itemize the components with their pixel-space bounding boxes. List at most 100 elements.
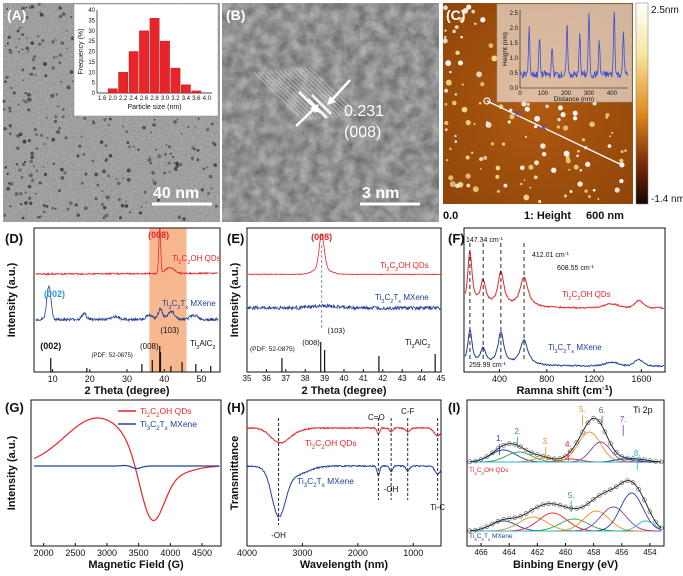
- tem-particle: [16, 133, 21, 138]
- g-x-tick-label: 2500: [65, 548, 85, 558]
- tem-particle: [82, 153, 86, 156]
- tem-particle: [145, 201, 148, 204]
- tem-particle: [8, 50, 13, 55]
- tem-particle: [28, 173, 33, 178]
- hist-y-tick-label: 10: [88, 70, 95, 76]
- tem-particle: [4, 45, 7, 47]
- afm-particle: [466, 183, 471, 188]
- f-peak-412: 412.01 cm-1: [532, 251, 569, 260]
- tem-particle: [187, 125, 190, 129]
- profile-y-tick-label: 2.5: [510, 11, 519, 17]
- afm-particle: [609, 135, 612, 138]
- tem-particle: [165, 144, 168, 146]
- g-x-tick-label: 3500: [129, 548, 149, 558]
- tem-particle: [119, 216, 123, 220]
- afm-particle: [444, 120, 449, 126]
- tem-particle: [60, 80, 63, 83]
- afm-particle: [563, 194, 568, 198]
- tem-particle: [58, 61, 62, 64]
- xps-data-mxene: [647, 509, 653, 515]
- afm-particle: [457, 60, 464, 66]
- xps-data-qds: [585, 420, 591, 426]
- afm-particle: [461, 83, 464, 86]
- afm-particle: [563, 150, 570, 157]
- e-x-tick-label: 41: [359, 374, 368, 383]
- tem-particle: [38, 42, 42, 46]
- afm-particle: [455, 50, 460, 56]
- profile-x-tick-label: 400: [607, 91, 618, 97]
- tem-particle: [120, 204, 125, 208]
- scale-bar-label-b: 3 nm: [362, 185, 399, 202]
- tem-particle: [27, 50, 30, 53]
- tem-particle: [78, 144, 82, 148]
- tem-particle: [7, 182, 11, 185]
- tem-particle: [107, 124, 110, 127]
- panel-e: 35 36 37 38 39 40 41 42 43 44 45 2 Theta (degree) In…: [227, 227, 446, 397]
- tem-particle: [27, 97, 31, 101]
- afm-particle: [587, 194, 591, 199]
- tem-particle: [29, 201, 33, 205]
- scale-bar-label-a: 40 nm: [153, 185, 199, 202]
- tem-particle: [22, 99, 25, 102]
- xps-peak-number: 4.: [565, 440, 572, 449]
- tem-particle: [62, 12, 66, 16]
- tem-particle: [15, 46, 18, 49]
- tem-particle: [140, 205, 143, 208]
- afm-particle: [541, 151, 547, 157]
- i-x-tick-label: 458: [587, 548, 601, 557]
- afm-particle: [533, 175, 538, 180]
- tem-particle: [94, 172, 99, 177]
- tem-particle: [176, 118, 179, 121]
- xps-data-qds: [551, 456, 557, 462]
- afm-particle: [476, 71, 482, 78]
- xps-data-qds: [557, 456, 563, 461]
- afm-particle: [509, 108, 513, 112]
- d-x-label: 2 Theta (degree): [85, 385, 170, 397]
- xps-data-mxene: [540, 502, 546, 508]
- afm-particle: [445, 159, 449, 162]
- tem-particle: [213, 163, 218, 168]
- hist-x-tick-label: 2.0: [109, 96, 118, 102]
- panel-label-e: (E): [227, 231, 244, 246]
- tem-particle: [68, 201, 73, 206]
- hist-y-tick-label: 35: [88, 18, 95, 24]
- tem-particle: [16, 29, 20, 33]
- xps-data-mxene: [535, 504, 540, 510]
- tem-particle: [21, 162, 26, 167]
- afm-particle: [501, 142, 506, 146]
- afm-particle: [473, 123, 476, 125]
- ftir-series-qds: [246, 426, 442, 445]
- i-x-tick-label: 454: [643, 548, 657, 557]
- i-x-tick-label: 466: [474, 548, 488, 557]
- tem-particle: [168, 170, 171, 173]
- hist-x-tick-label: 1.6: [98, 96, 107, 102]
- xps-data-mxene: [625, 478, 630, 484]
- afm-particle: [545, 104, 549, 109]
- tem-particle: [58, 189, 61, 192]
- tem-particle: [39, 11, 41, 14]
- afm-particle: [448, 175, 454, 181]
- tem-particle: [206, 166, 209, 169]
- tem-particle: [42, 62, 47, 66]
- hist-bar: [128, 51, 139, 94]
- highlight-band: [149, 228, 187, 372]
- d-x-tick-label: 50: [196, 374, 206, 384]
- tem-particle: [6, 186, 11, 191]
- tem-particle: [190, 156, 194, 160]
- g-legend-mxene: Ti3C2Tx MXene: [140, 419, 197, 432]
- afm-particle: [540, 143, 546, 149]
- lattice-fringe: [261, 71, 313, 121]
- tem-particle: [212, 141, 215, 145]
- e-ref-103: (103): [327, 326, 345, 335]
- xps-data-qds: [647, 458, 653, 464]
- hist-y-tick-label: 15: [88, 60, 95, 66]
- tem-particle: [194, 125, 197, 128]
- tem-particle: [34, 133, 38, 137]
- xps-data-mxene: [658, 525, 664, 531]
- xps-data-mxene: [473, 527, 478, 533]
- hist-bar: [160, 40, 170, 94]
- h-band-oh-mid: -OH: [384, 485, 399, 494]
- tem-particle: [38, 181, 42, 185]
- tem-particle: [37, 35, 40, 38]
